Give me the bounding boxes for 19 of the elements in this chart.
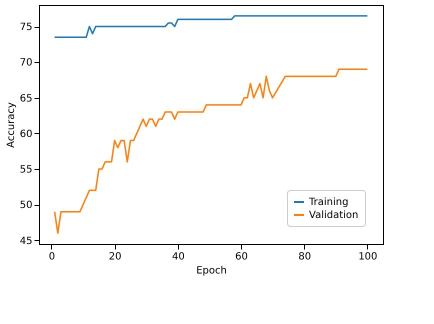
y-tick-label: 50 <box>20 200 32 212</box>
x-tick-label: 20 <box>108 252 122 262</box>
line-series <box>54 68 368 234</box>
y-tick-label: 55 <box>20 164 32 176</box>
x-axis-title: Epoch <box>196 266 227 276</box>
y-tick-label: 65 <box>20 93 32 104</box>
y-tick-label: 60 <box>20 128 32 140</box>
x-tick-label: 80 <box>298 252 312 262</box>
x-tick-label: 0 <box>48 252 56 262</box>
legend-label: Training <box>308 197 348 208</box>
legend-label: Validation <box>309 210 358 221</box>
x-tick-label: 60 <box>235 252 248 262</box>
y-tick-label: 45 <box>20 236 32 247</box>
y-tick-label: 75 <box>20 22 32 34</box>
y-tick-label: 70 <box>20 58 32 69</box>
line-series <box>54 15 368 38</box>
x-tick-label: 40 <box>172 252 185 262</box>
y-axis-title: Accuracy <box>6 102 17 148</box>
x-tick-label: 100 <box>358 252 378 262</box>
